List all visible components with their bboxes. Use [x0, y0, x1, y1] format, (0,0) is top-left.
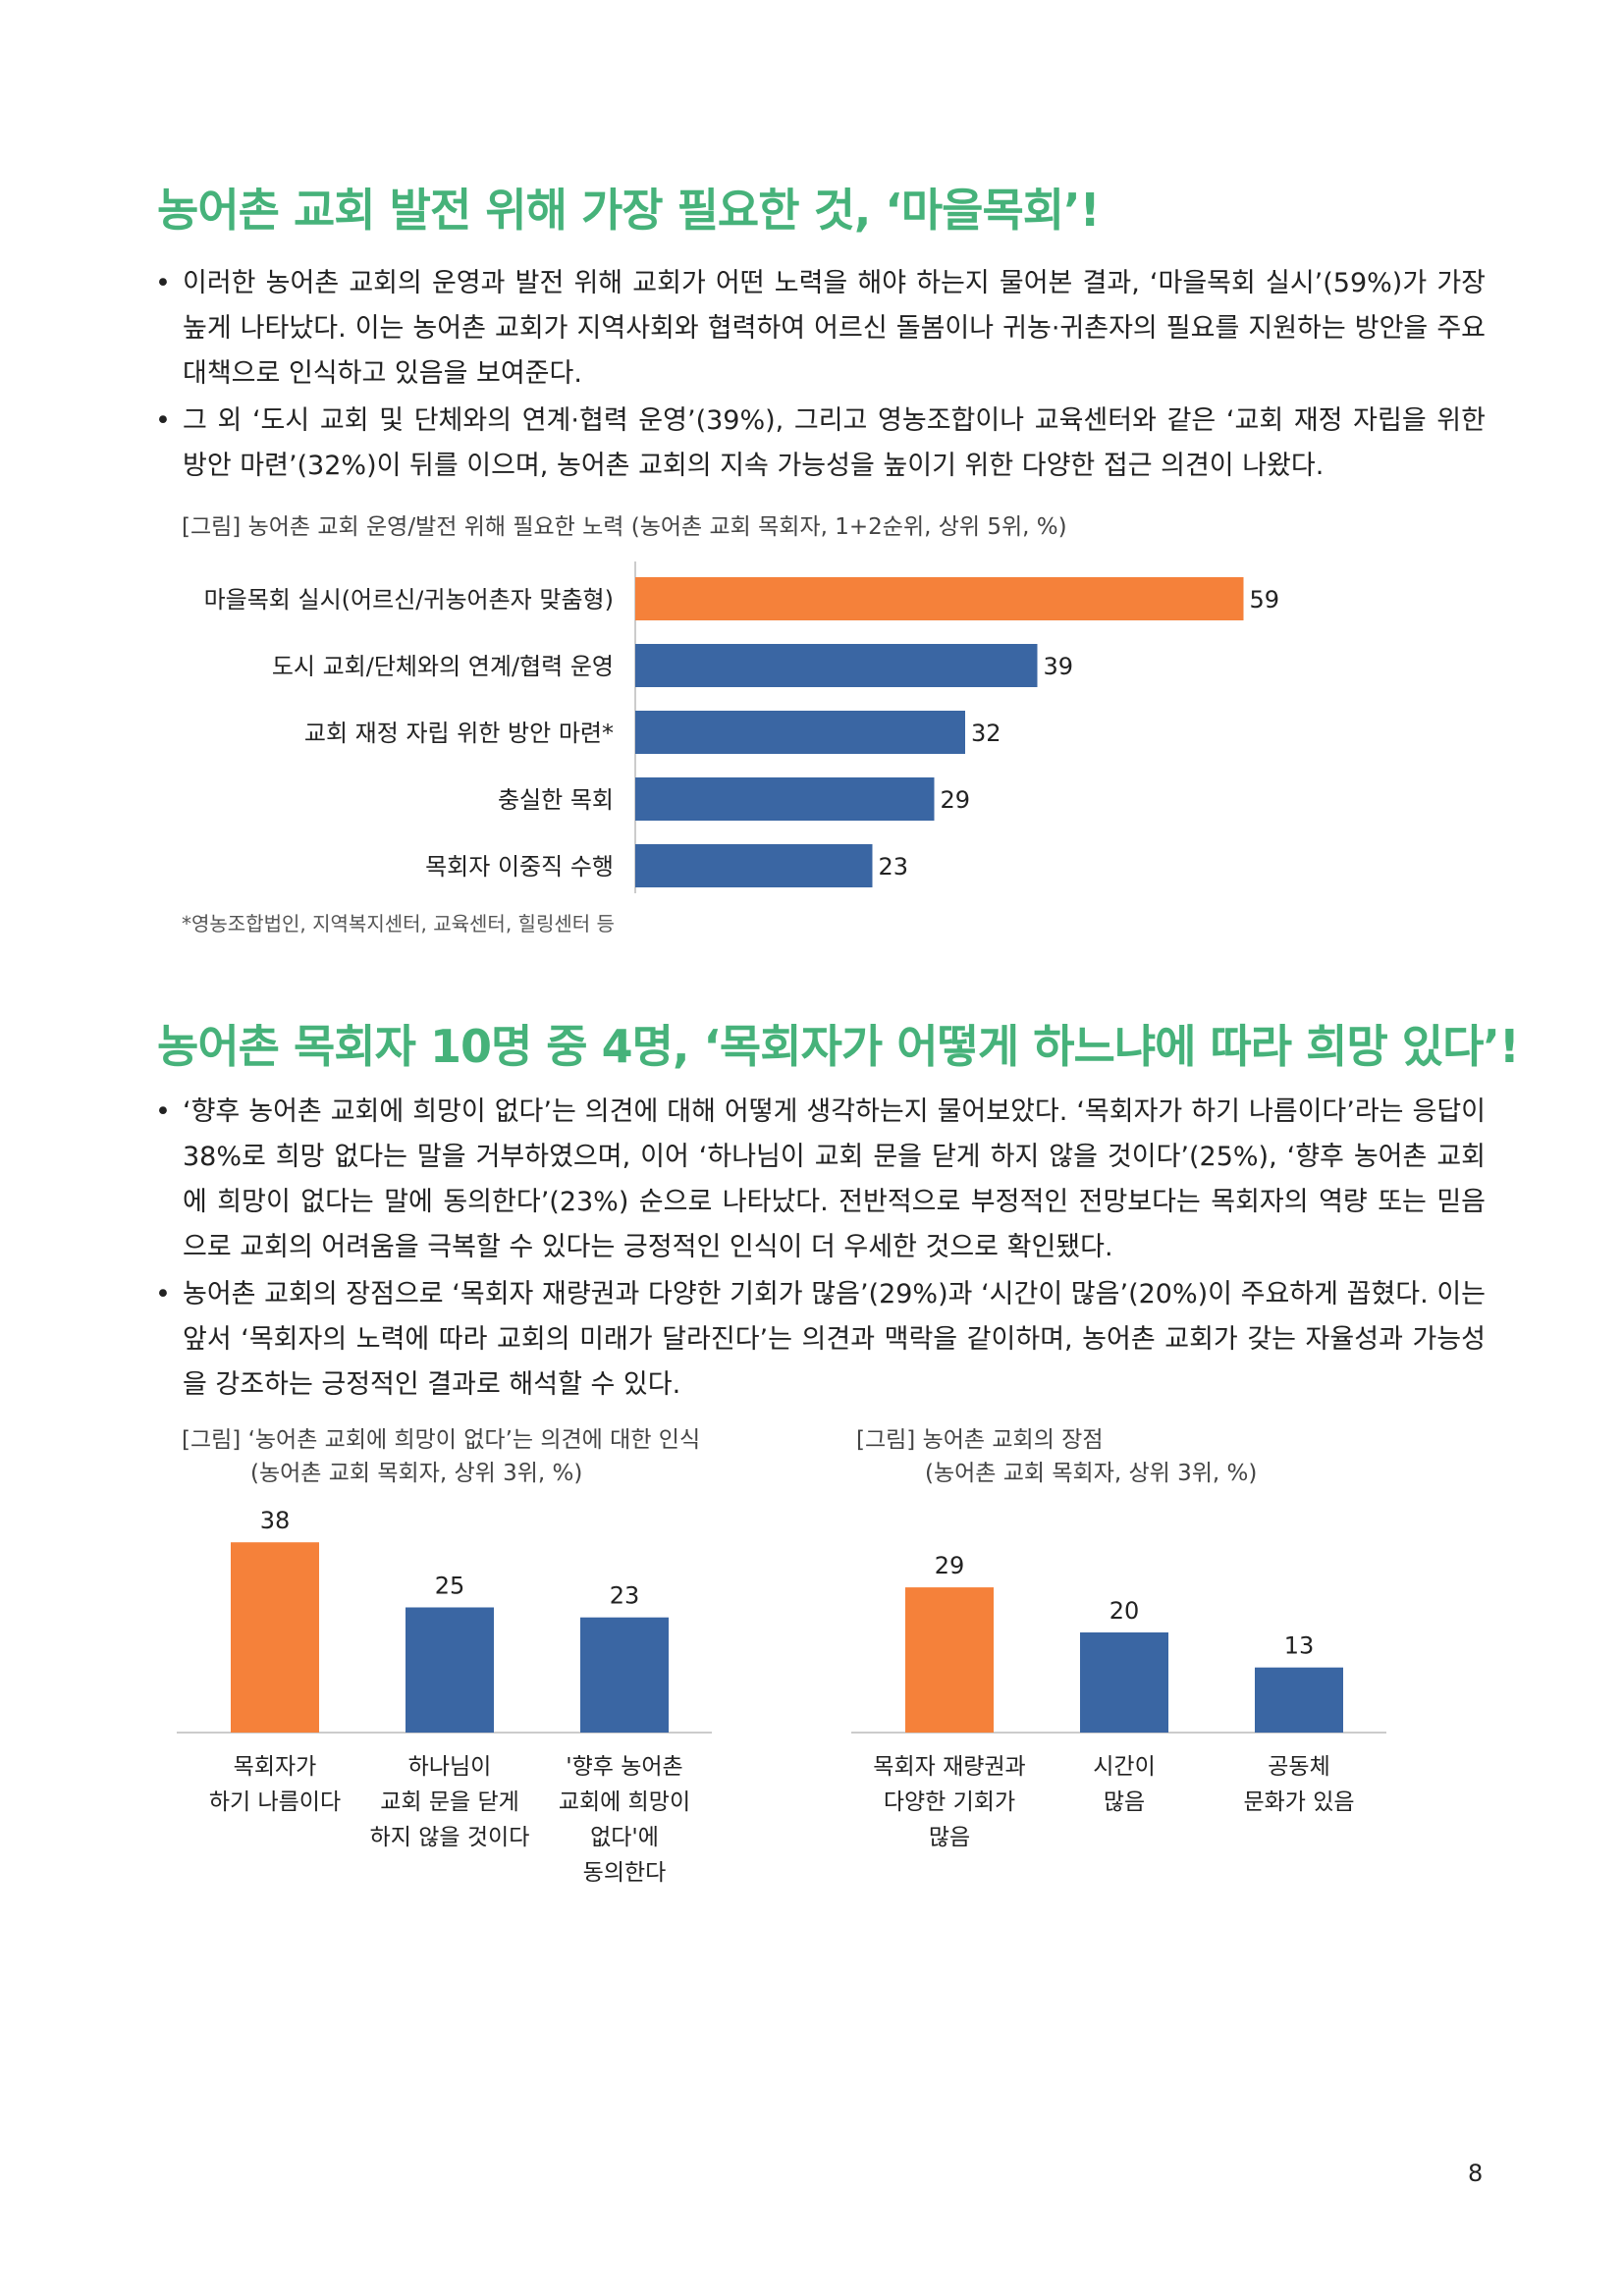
category-label: 목회자 재량권과	[873, 1754, 1025, 1780]
data-label: 39	[1044, 653, 1074, 680]
category-label: 도시 교회/단체와의 연계/협력 운영	[272, 653, 614, 680]
category-label: 다양한 기회가	[884, 1789, 1015, 1815]
category-label: 하지 않을 것이다	[370, 1825, 530, 1850]
bar	[406, 1607, 494, 1733]
bar	[635, 577, 1244, 620]
section1-bullet-2: • 그 외 ‘도시 교회 및 단체와의 연계·협력 운영’(39%), 그리고 …	[155, 399, 1486, 489]
data-label: 25	[435, 1573, 465, 1600]
category-label: 없다'에	[590, 1825, 659, 1850]
bar	[1080, 1632, 1168, 1733]
bar	[635, 644, 1038, 687]
bar	[1255, 1667, 1343, 1733]
section1-heading: 농어촌 교회 발전 위해 가장 필요한 것, ‘마을목회’!	[157, 184, 1101, 237]
category-label: 문화가 있음	[1243, 1789, 1354, 1815]
chart1-horizontal-bar: 59 마을목회 실시(어르신/귀농어촌자 맞춤형) 39 도시 교회/단체와의 연계/…	[204, 561, 1280, 893]
category-label: 교회에 희망이	[559, 1789, 690, 1815]
category-label: 공동체	[1268, 1754, 1329, 1780]
category-label: 교회 재정 자립 위한 방안 마련*	[304, 720, 614, 747]
bar	[905, 1587, 994, 1733]
category-label: 많음	[929, 1825, 970, 1850]
bar	[580, 1617, 669, 1733]
bullet-text: 농어촌 교회의 장점으로 ‘목회자 재량권과 다양한 기회가 많음’(29%)과…	[183, 1279, 1486, 1400]
bar	[231, 1542, 319, 1733]
section2-bullet-1: • ‘향후 농어촌 교회에 희망이 없다’는 의견에 대해 어떻게 생각하는지 …	[155, 1090, 1486, 1270]
chart3-caption-line1: [그림] 농어촌 교회의 장점	[856, 1427, 1104, 1453]
category-label: 마을목회 실시(어르신/귀농어촌자 맞춤형)	[204, 586, 614, 614]
category-label: 하기 나름이다	[209, 1789, 341, 1815]
category-label: 시간이	[1093, 1754, 1155, 1780]
chart2-caption: [그림] ‘농어촌 교회에 희망이 없다’는 의견에 대한 인식 (농어촌 교회…	[182, 1423, 700, 1490]
chart1-caption: [그림] 농어촌 교회 운영/발전 위해 필요한 노력 (농어촌 교회 목회자,…	[182, 514, 1067, 540]
category-label: 하나님이	[408, 1754, 492, 1780]
category-label: 많음	[1104, 1789, 1145, 1815]
chart1-footnote: *영농조합법인, 지역복지센터, 교육센터, 힐링센터 등	[182, 912, 615, 935]
chart3-caption: [그림] 농어촌 교회의 장점 (농어촌 교회 목회자, 상위 3위, %)	[856, 1423, 1257, 1490]
category-label: 목회자 이중직 수행	[425, 853, 614, 881]
bullet-text: 이러한 농어촌 교회의 운영과 발전 위해 교회가 어떤 노력을 해야 하는지 …	[183, 268, 1486, 389]
bullet-dot: •	[155, 1096, 171, 1127]
bar	[635, 777, 935, 821]
data-label: 20	[1109, 1597, 1140, 1625]
data-label: 23	[879, 853, 909, 881]
bullet-dot: •	[155, 268, 171, 298]
bar	[635, 711, 965, 754]
data-label: 23	[610, 1582, 640, 1610]
page-number: 8	[1468, 2160, 1484, 2187]
category-label: 목회자가	[234, 1754, 317, 1780]
data-label: 29	[941, 786, 971, 814]
chart3-caption-line2: (농어촌 교회 목회자, 상위 3위, %)	[925, 1461, 1258, 1486]
bullet-text: 그 외 ‘도시 교회 및 단체와의 연계·협력 운영’(39%), 그리고 영농…	[183, 405, 1486, 481]
data-label: 29	[935, 1552, 965, 1579]
bullet-dot: •	[155, 405, 171, 436]
section2-bullet-2: • 농어촌 교회의 장점으로 ‘목회자 재량권과 다양한 기회가 많음’(29%…	[155, 1272, 1486, 1408]
category-label: 교회 문을 닫게	[380, 1789, 519, 1815]
bullet-text: ‘향후 농어촌 교회에 희망이 없다’는 의견에 대해 어떻게 생각하는지 물어…	[183, 1096, 1486, 1262]
category-label: '향후 농어촌	[566, 1754, 682, 1780]
chart2-caption-line2: (농어촌 교회 목회자, 상위 3위, %)	[250, 1461, 583, 1486]
data-label: 38	[260, 1507, 291, 1534]
data-label: 59	[1250, 586, 1280, 614]
chart2-caption-line1: [그림] ‘농어촌 교회에 희망이 없다’는 의견에 대한 인식	[182, 1427, 701, 1453]
data-label: 32	[971, 720, 1001, 747]
bar	[635, 844, 873, 887]
bullet-dot: •	[155, 1279, 171, 1309]
category-label: 동의한다	[583, 1860, 667, 1886]
section1-bullet-1: • 이러한 농어촌 교회의 운영과 발전 위해 교회가 어떤 노력을 해야 하는…	[155, 261, 1486, 397]
section2-heading: 농어촌 목회자 10명 중 4명, ‘목회자가 어떻게 하느냐에 따라 희망 있…	[157, 1020, 1520, 1073]
data-label: 13	[1284, 1632, 1315, 1660]
category-label: 충실한 목회	[498, 786, 614, 814]
